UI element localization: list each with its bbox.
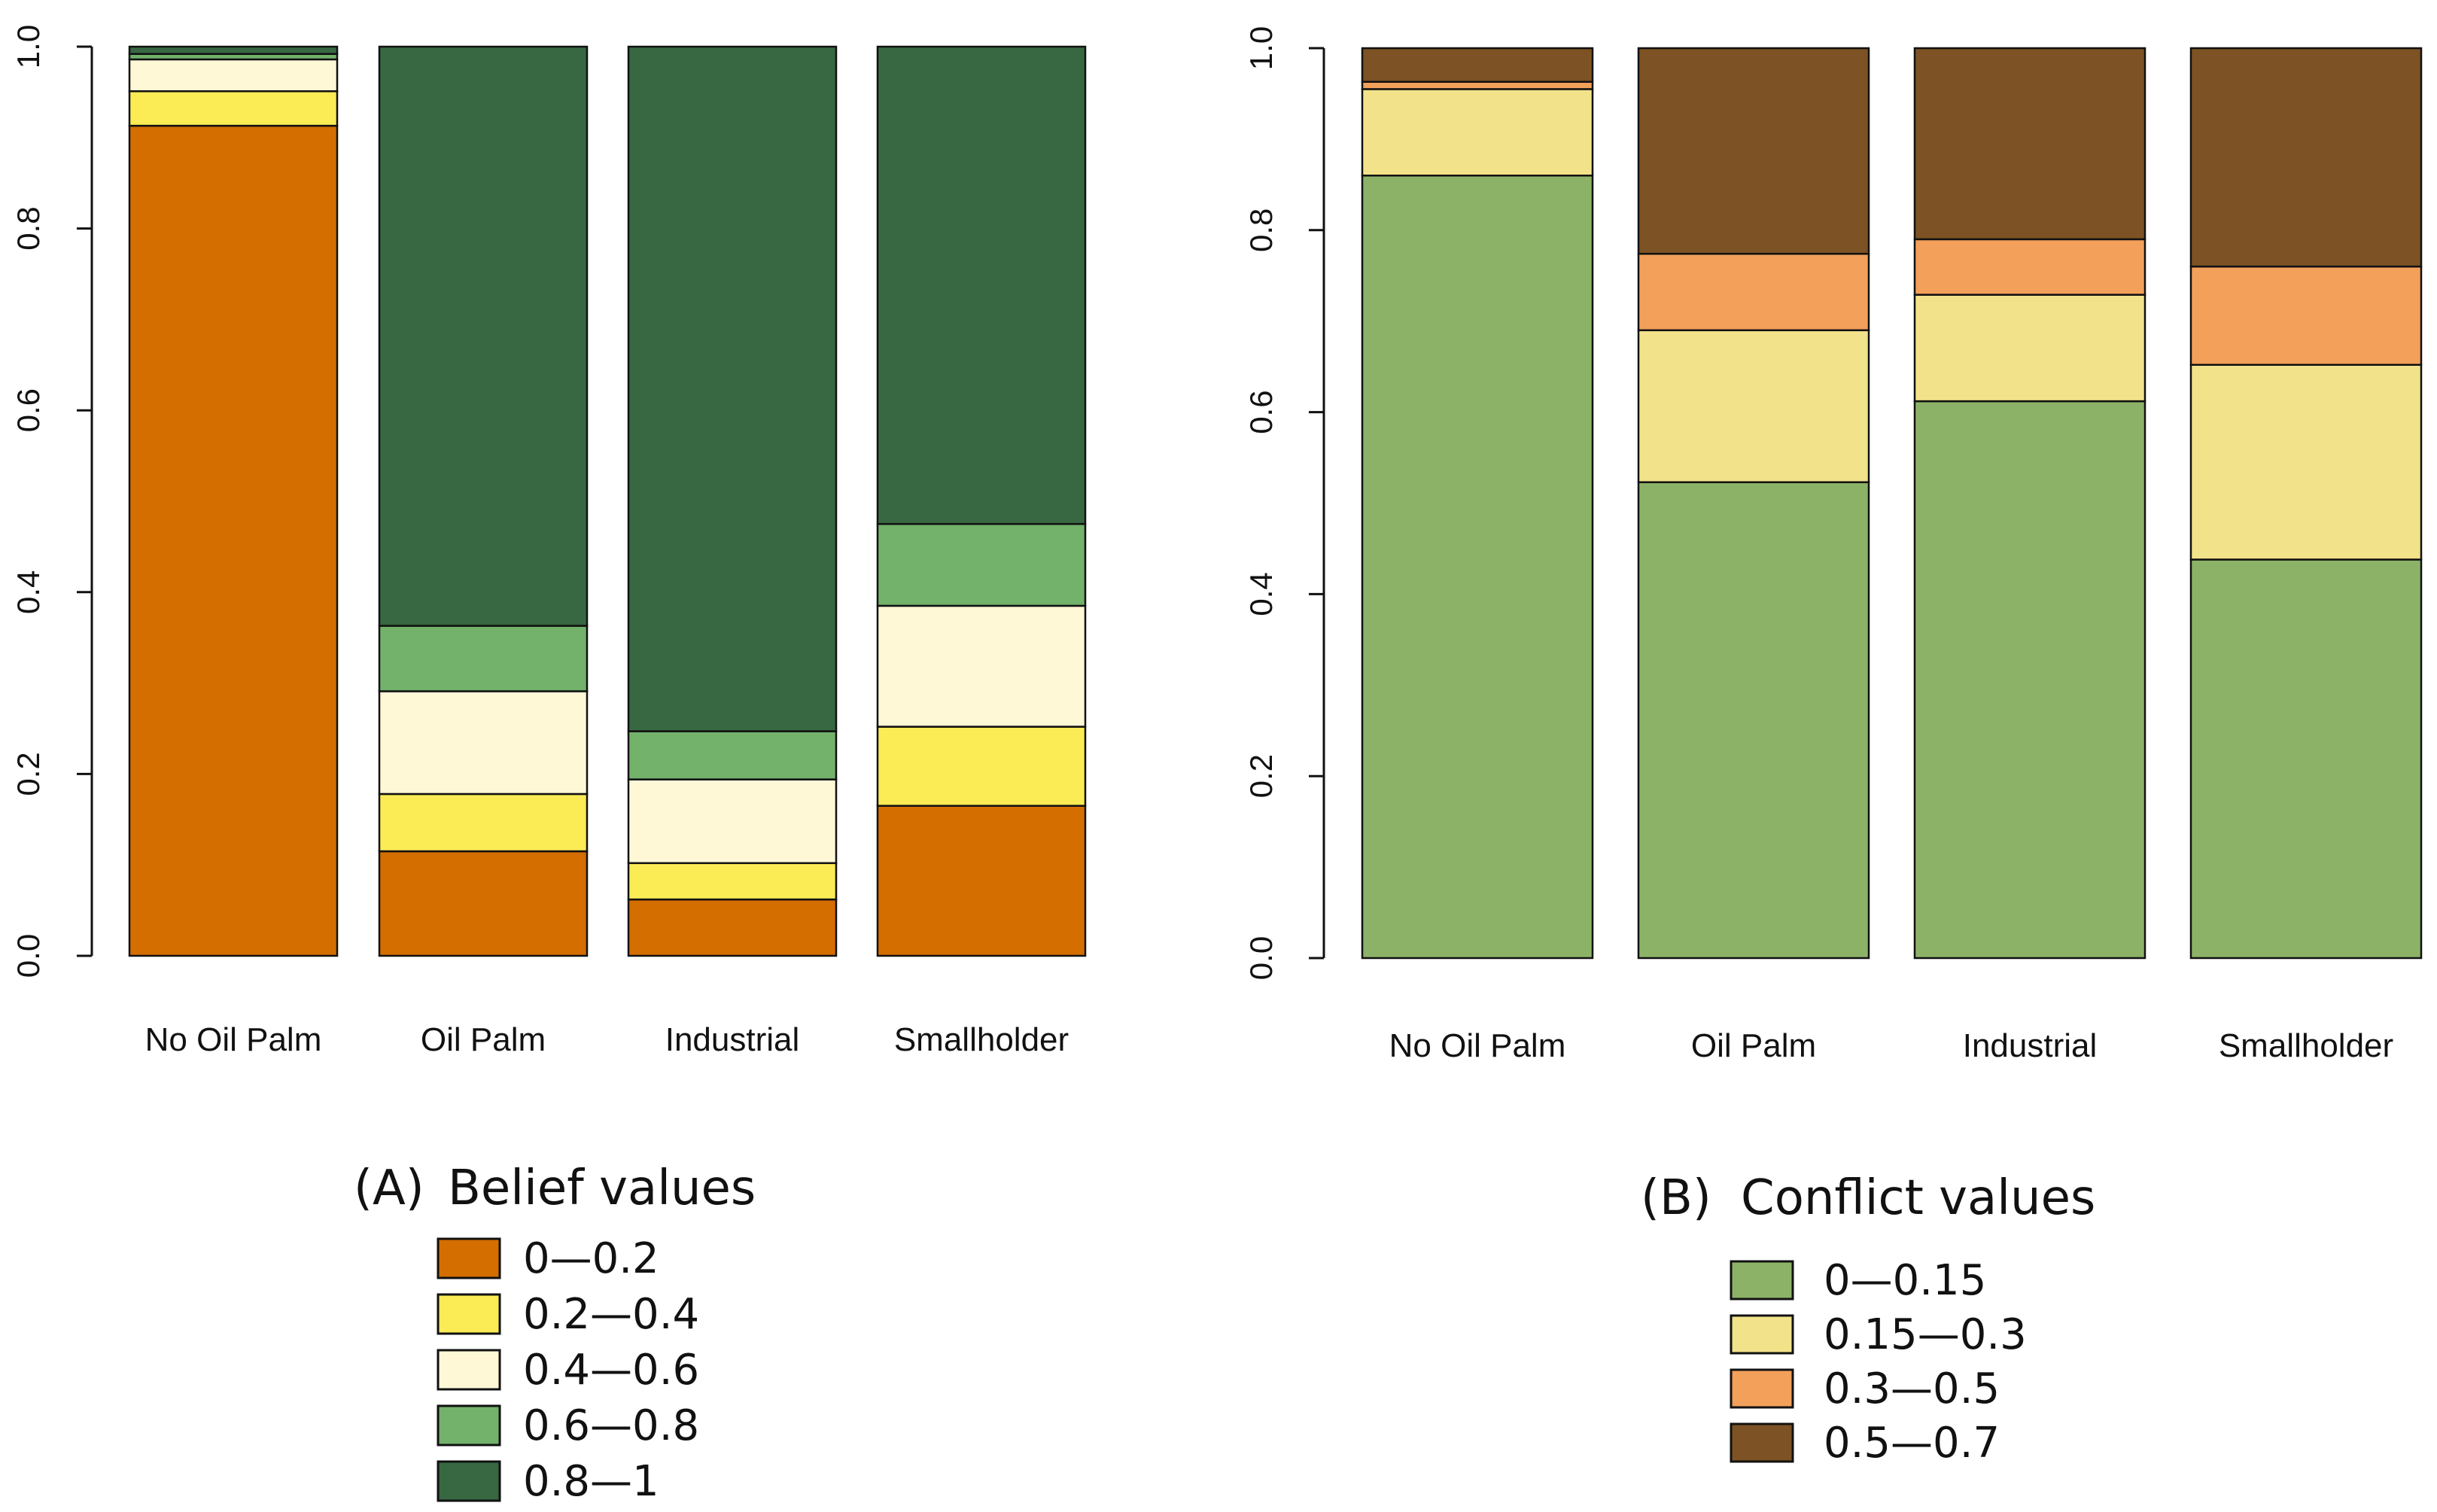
panel-a-belief-chart: 0.0 0.2 0.4 0.6 0.8 1.0 No Oil Palm Oil Palm Ind… <box>11 25 1087 1506</box>
bar-segment-b-2-1 <box>1913 294 2146 403</box>
y-tick-label-b-0: 0.0 <box>1243 936 1279 980</box>
legend-entry-b-0: 0—0.15 <box>1824 1256 1986 1305</box>
bar-segment-a-1-2 <box>378 690 589 796</box>
y-tick-label-a-1: 0.2 <box>11 752 46 796</box>
panel-label-b: (B) <box>1641 1170 1711 1226</box>
bar-segment-b-1-2 <box>1637 252 1870 332</box>
category-label-b-2: Industrial <box>1963 1027 2098 1064</box>
category-label-b-3: Smallholder <box>2219 1027 2393 1064</box>
bar-segment-a-0-0 <box>128 124 339 957</box>
y-tick-label-b-4: 0.8 <box>1243 208 1279 252</box>
legend-entry-b-3: 0.5—0.7 <box>1824 1419 2000 1468</box>
y-tick-label-b-3: 0.6 <box>1243 390 1279 434</box>
legend-swatch-a-3 <box>437 1404 501 1447</box>
bar-segment-b-0-2 <box>1361 81 1594 90</box>
legend-entry-a-3: 0.6—0.8 <box>523 1401 699 1450</box>
legend-swatch-a-4 <box>437 1460 501 1502</box>
bar-segment-b-3-1 <box>2189 364 2423 561</box>
y-tick-label-a-0: 0.0 <box>11 934 46 978</box>
bar-segment-a-0-2 <box>128 58 339 93</box>
bar-segment-a-0-4 <box>128 45 339 55</box>
legend-swatch-a-2 <box>437 1349 501 1391</box>
bar-segment-b-1-0 <box>1637 481 1870 960</box>
y-tick-label-a-5: 1.0 <box>11 25 46 68</box>
legend-swatch-a-1 <box>437 1293 501 1335</box>
bar-segment-a-2-3 <box>627 730 838 780</box>
y-tick-label-a-2: 0.4 <box>11 570 46 614</box>
legend-entry-a-2: 0.4—0.6 <box>523 1346 699 1395</box>
legend-swatch-b-1 <box>1730 1314 1794 1355</box>
bar-segment-a-2-2 <box>627 778 838 865</box>
legend-swatch-b-2 <box>1730 1368 1794 1409</box>
legend-title-a: Belief values <box>448 1161 756 1216</box>
legend-entry-a-0: 0—0.2 <box>523 1234 659 1283</box>
category-label-a-3: Smallholder <box>894 1021 1069 1058</box>
bar-segment-a-1-4 <box>378 45 589 627</box>
y-tick-label-b-1: 0.2 <box>1243 754 1279 798</box>
bar-segment-b-2-3 <box>1913 47 2146 241</box>
category-label-a-2: Industrial <box>665 1021 800 1058</box>
y-tick-label-b-5: 1.0 <box>1243 26 1279 70</box>
bar-segment-b-0-1 <box>1361 88 1594 177</box>
legend-swatch-b-3 <box>1730 1422 1794 1463</box>
bar-segment-a-3-2 <box>876 604 1087 728</box>
category-label-a-0: No Oil Palm <box>145 1021 322 1058</box>
bar-segment-b-1-1 <box>1637 329 1870 483</box>
legend-entry-a-4: 0.8—1 <box>523 1457 659 1506</box>
bar-segment-b-0-3 <box>1361 47 1594 83</box>
y-tick-label-a-4: 0.8 <box>11 206 46 250</box>
bar-segment-b-3-0 <box>2189 558 2423 960</box>
bar-segment-a-2-4 <box>627 45 838 732</box>
category-label-b-1: Oil Palm <box>1691 1027 1816 1064</box>
bar-segment-b-2-2 <box>1913 238 2146 296</box>
bar-segment-b-0-0 <box>1361 175 1594 960</box>
panel-label-a: (A) <box>354 1161 424 1216</box>
bar-segment-a-3-3 <box>876 522 1087 607</box>
bar-segment-b-1-3 <box>1637 47 1870 255</box>
bar-segment-a-1-0 <box>378 850 589 957</box>
y-tick-label-a-3: 0.6 <box>11 388 46 432</box>
legend-entry-b-2: 0.3—0.5 <box>1824 1364 2000 1413</box>
bar-segment-a-2-0 <box>627 898 838 957</box>
bar-segment-a-1-3 <box>378 625 589 692</box>
bar-segment-a-2-1 <box>627 862 838 901</box>
bar-segment-a-3-0 <box>876 805 1087 957</box>
bar-segment-a-3-4 <box>876 45 1087 525</box>
legend-entry-a-1: 0.2—0.4 <box>523 1290 699 1339</box>
legend-swatch-b-0 <box>1730 1260 1794 1301</box>
bar-segment-a-0-1 <box>128 90 339 127</box>
y-tick-label-b-2: 0.4 <box>1243 572 1279 616</box>
legend-entry-b-1: 0.15—0.3 <box>1824 1310 2027 1359</box>
bar-segment-b-3-3 <box>2189 47 2423 268</box>
legend-swatch-a-0 <box>437 1237 501 1279</box>
bar-segment-a-3-1 <box>876 726 1087 807</box>
category-label-a-1: Oil Palm <box>421 1021 546 1058</box>
bar-segment-b-2-0 <box>1913 400 2146 960</box>
legend-title-b: Conflict values <box>1741 1170 2095 1226</box>
category-label-b-0: No Oil Palm <box>1389 1027 1566 1064</box>
panel-b-conflict-chart: 0.0 0.2 0.4 0.6 0.8 1.0 No Oil Palm Oil Palm Ind… <box>1243 26 2423 1468</box>
bar-segment-a-1-1 <box>378 793 589 853</box>
bar-segment-b-3-2 <box>2189 265 2423 366</box>
